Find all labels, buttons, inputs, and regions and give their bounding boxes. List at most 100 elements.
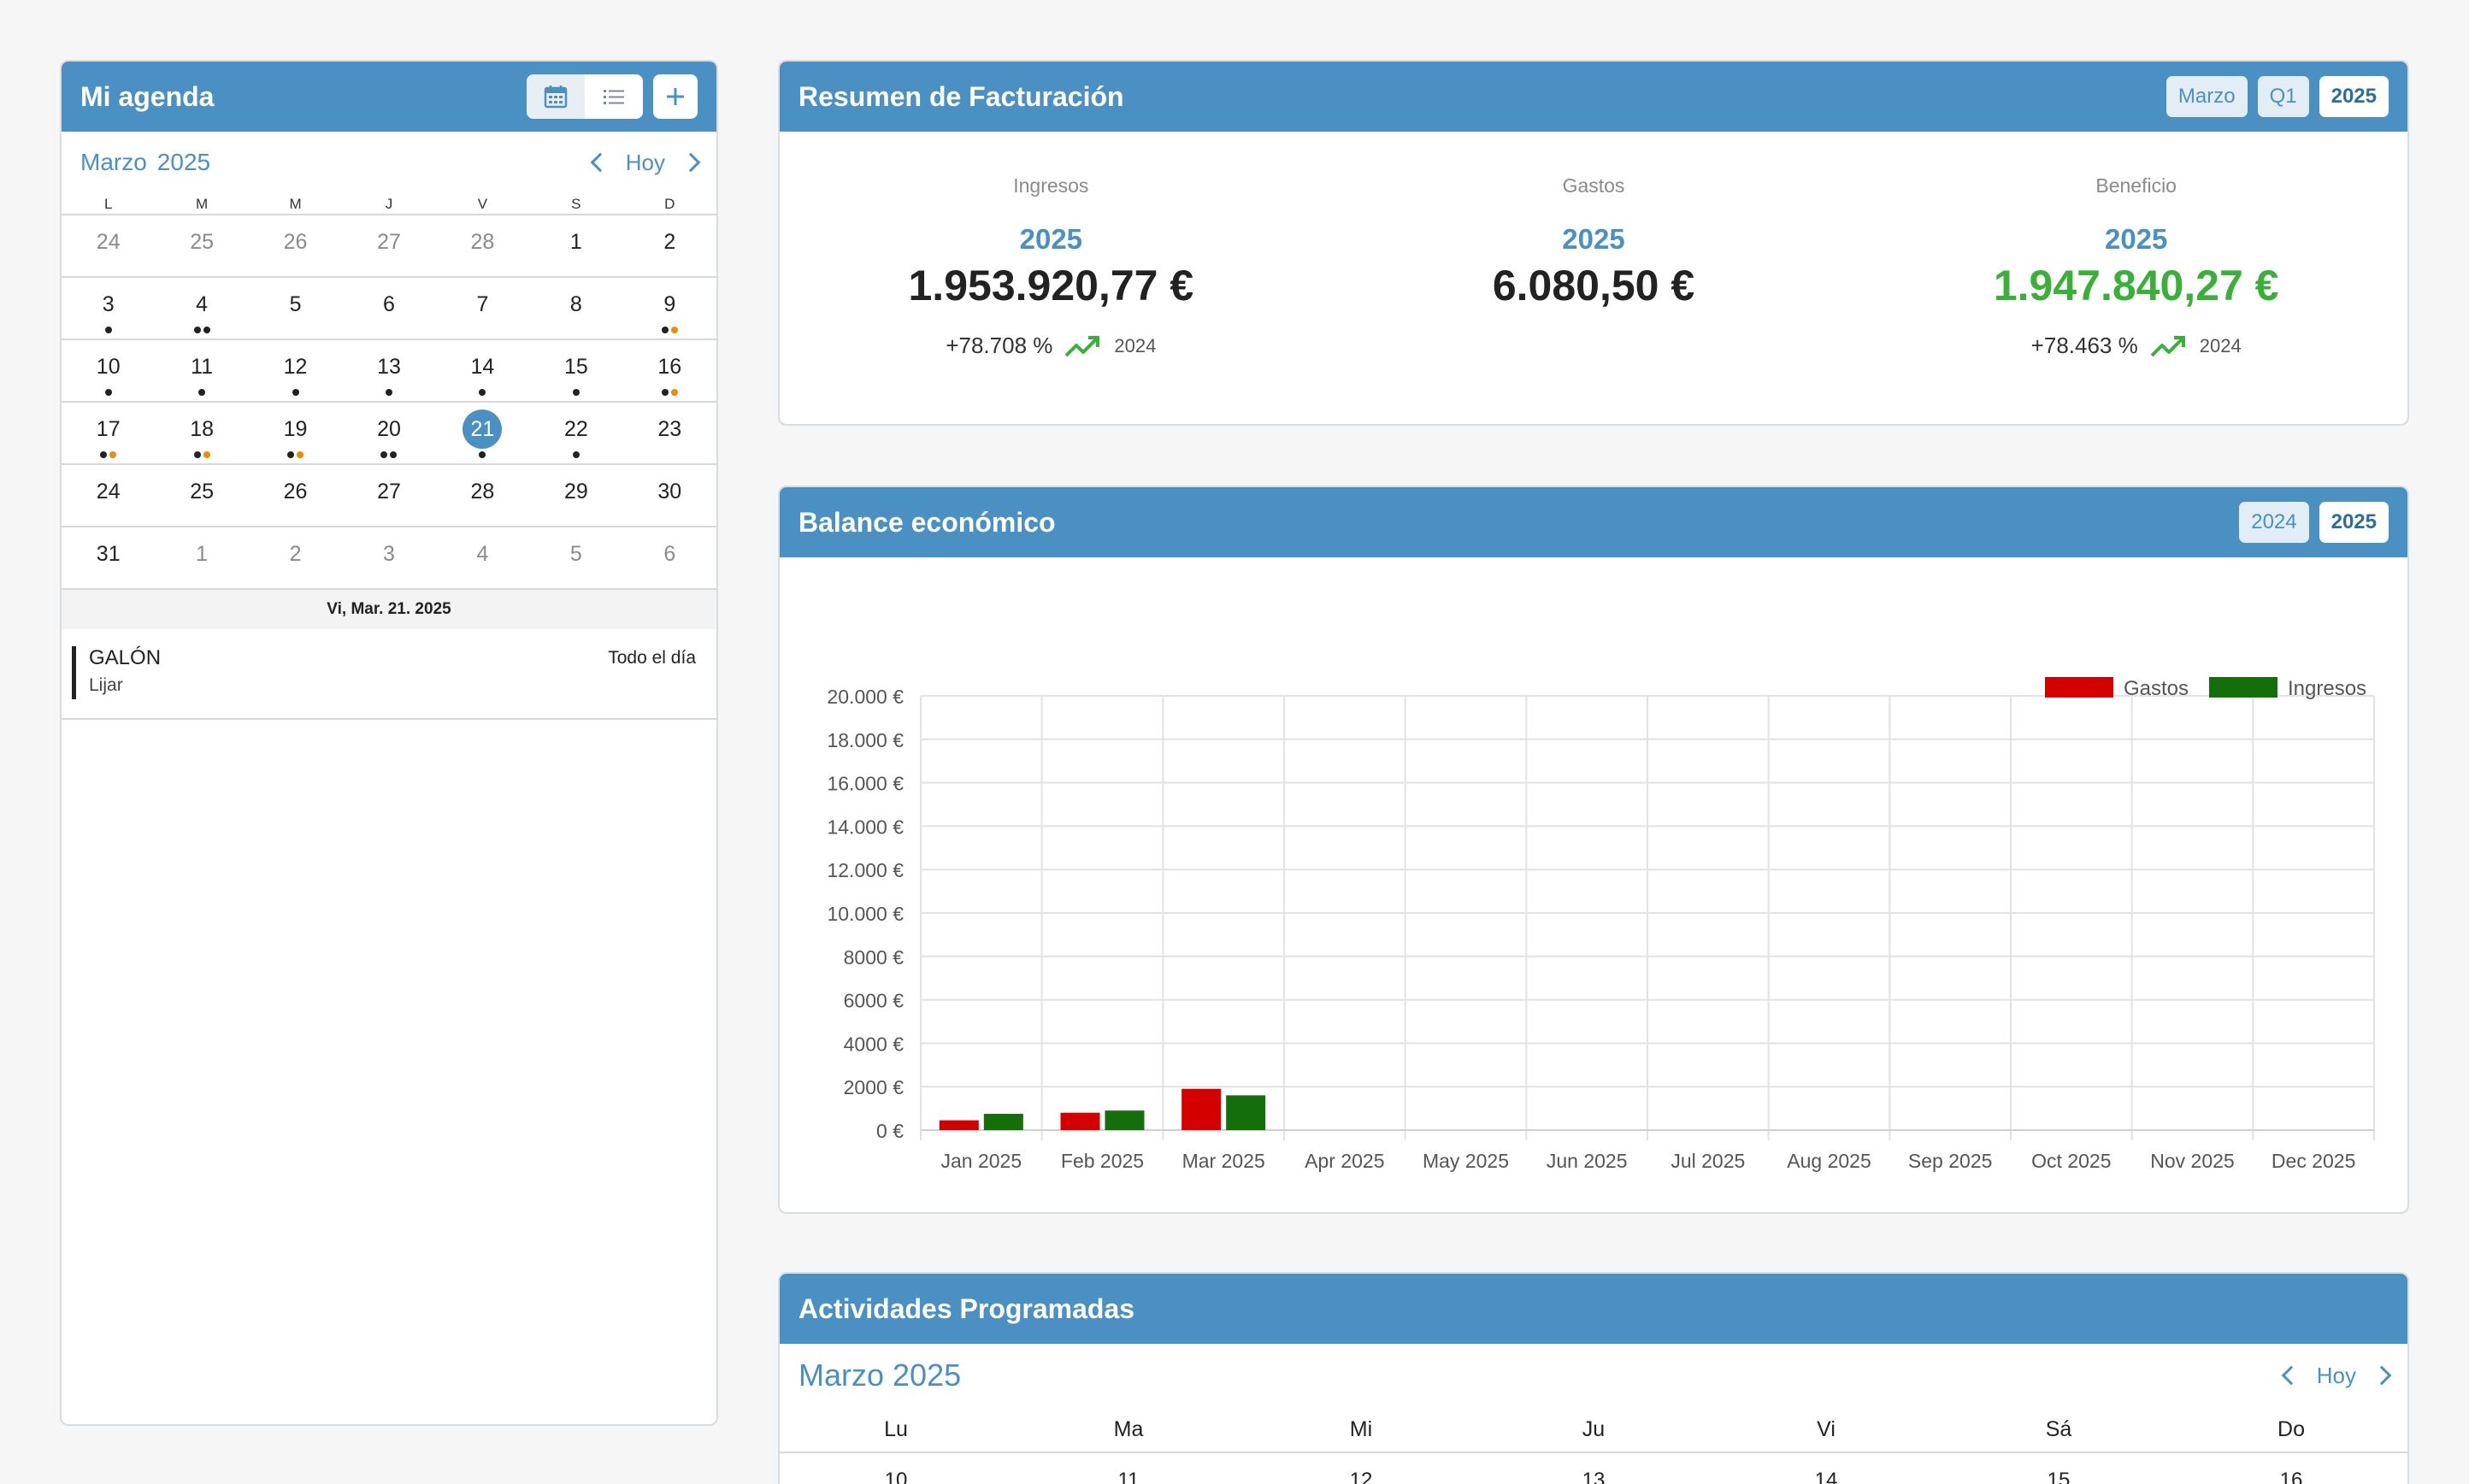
calendar-day[interactable]: 5 [529,527,622,588]
calendar-day[interactable]: 18 [155,403,248,463]
event-dot [661,327,669,333]
calendar-day[interactable]: 1 [529,215,622,276]
y-tick-label: 8000 € [844,946,905,969]
calendar-day[interactable]: 10 [62,340,155,401]
filter-q1[interactable]: Q1 [2257,76,2309,117]
bar-gastos [939,1120,979,1130]
calendar-day[interactable]: 26 [249,215,342,276]
day-number: 26 [283,480,308,504]
day-number: 28 [470,230,495,254]
activities-day[interactable]: 11 [1117,1469,1140,1484]
calendar-day[interactable]: 24 [62,465,155,526]
calendar-week-row: 24 25 26 27 28 1 2 [62,215,716,278]
calendar-day[interactable]: 2 [249,527,342,588]
calendar-day[interactable]: 15 [529,340,622,401]
calendar-day[interactable]: 24 [62,215,155,276]
activities-day[interactable]: 16 [2279,1469,2303,1484]
event-dots [342,451,435,458]
calendar-day[interactable]: 22 [529,403,622,463]
kpi-year: 2025 [1019,223,1083,255]
calendar-day[interactable]: 12 [249,340,342,401]
activities-day[interactable]: 12 [1349,1469,1373,1484]
legend-label-ingresos: Ingresos [2288,677,2366,700]
next-month-icon[interactable] [681,152,701,173]
event-dots [529,451,622,458]
activities-next-icon[interactable] [2372,1365,2392,1386]
activities-day[interactable]: 15 [2047,1469,2071,1484]
calendar-day[interactable]: 4 [155,278,248,339]
today-button[interactable]: Hoy [625,149,665,175]
add-event-button[interactable] [653,74,698,119]
day-number: 23 [657,417,682,441]
calendar-day[interactable]: 5 [249,278,342,339]
calendar-day[interactable]: 28 [436,465,529,526]
trending-up-icon [2150,335,2185,356]
calendar-day[interactable]: 6 [623,527,716,588]
prev-month-icon[interactable] [590,152,610,173]
event-dots [342,389,435,396]
calendar-day[interactable]: 1 [155,527,248,588]
calendar-day[interactable]: 11 [155,340,248,401]
calendar-day[interactable]: 17 [62,403,155,463]
event-dot [104,389,112,396]
list-view-button[interactable] [585,74,643,119]
calendar-day-today[interactable]: 21 [436,403,529,463]
day-number: 17 [96,417,121,441]
calendar-day[interactable]: 25 [155,215,248,276]
calendar-day[interactable]: 16 [623,340,716,401]
kpi-comparison: +78.708 % 2024 [780,333,1323,359]
event-dot [287,451,295,458]
y-tick-label: 2000 € [844,1076,905,1098]
year-filter-2025[interactable]: 2025 [2319,502,2389,543]
day-number: 25 [190,230,215,254]
legend-swatch-ingresos [2209,677,2277,698]
calendar-day[interactable]: 23 [623,403,716,463]
activities-prev-icon[interactable] [2281,1365,2301,1386]
calendar-day[interactable]: 3 [62,278,155,339]
activities-today-button[interactable]: Hoy [2316,1362,2356,1388]
calendar-day[interactable]: 30 [623,465,716,526]
calendar-day[interactable]: 3 [342,527,435,588]
weekday-label: L [103,196,113,212]
calendar-day[interactable]: 31 [62,527,155,588]
year-filter-2024[interactable]: 2024 [2239,502,2309,543]
kpi-compare-year: 2024 [2199,334,2242,356]
calendar-day[interactable]: 7 [436,278,529,339]
calendar-day[interactable]: 26 [249,465,342,526]
calendar-day[interactable]: 25 [155,465,248,526]
calendar-day[interactable]: 13 [342,340,435,401]
event-dots [62,389,155,396]
calendar-day[interactable]: 28 [436,215,529,276]
agenda-year: 2025 [156,149,211,175]
calendar-day[interactable]: 4 [436,527,529,588]
view-toggle [527,74,643,119]
activities-month-label: Marzo 2025 [798,1357,962,1393]
calendar-day[interactable]: 27 [342,465,435,526]
day-number: 22 [563,417,588,441]
event-item[interactable]: GALÓN Lijar Todo el día [62,629,716,720]
balance-bar-chart: 0 € 2000 € 4000 € 6000 € 8000 € 10.000 € 12.00… [827,677,2375,1172]
event-dot [193,327,201,333]
calendar-day[interactable]: 14 [436,340,529,401]
activities-weekday: Lu [884,1416,908,1441]
activities-day[interactable]: 13 [1582,1469,1606,1484]
filter-marzo[interactable]: Marzo [2166,76,2248,117]
activities-day[interactable]: 10 [884,1469,908,1484]
x-tick-label: Feb 2025 [1061,1150,1144,1172]
calendar-day[interactable]: 8 [529,278,622,339]
kpi-value: 1.947.840,27 € [1993,262,2279,309]
calendar-view-button[interactable] [527,74,585,119]
calendar-day[interactable]: 29 [529,465,622,526]
calendar-day[interactable]: 9 [623,278,716,339]
event-dot [203,327,210,333]
activities-day[interactable]: 14 [1814,1469,1838,1484]
filter-2025[interactable]: 2025 [2319,76,2389,117]
calendar-day[interactable]: 6 [342,278,435,339]
calendar-day[interactable]: 27 [342,215,435,276]
calendar-day[interactable]: 20 [342,403,435,463]
calendar-day[interactable]: 2 [623,215,716,276]
day-number: 27 [377,480,401,504]
calendar-day[interactable]: 19 [249,403,342,463]
day-number: 9 [663,292,676,316]
day-number: 15 [563,355,588,379]
